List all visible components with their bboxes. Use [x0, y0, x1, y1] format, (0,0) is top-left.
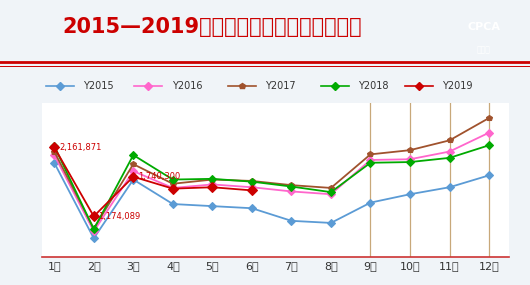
- Text: 2015—2019年狭义乘用车综合销量走势图: 2015—2019年狭义乘用车综合销量走势图: [62, 17, 362, 37]
- Text: 乘联会: 乘联会: [476, 45, 491, 54]
- Text: Y2018: Y2018: [358, 81, 389, 91]
- Text: CPCA: CPCA: [467, 22, 500, 32]
- Text: Y2017: Y2017: [265, 81, 296, 91]
- Text: Y2016: Y2016: [172, 81, 202, 91]
- Text: Y2015: Y2015: [83, 81, 114, 91]
- Text: 2,161,871: 2,161,871: [59, 143, 101, 152]
- Text: Y2019: Y2019: [442, 81, 473, 91]
- Text: 1,740,300: 1,740,300: [138, 172, 180, 181]
- Text: 1,174,089: 1,174,089: [99, 212, 141, 221]
